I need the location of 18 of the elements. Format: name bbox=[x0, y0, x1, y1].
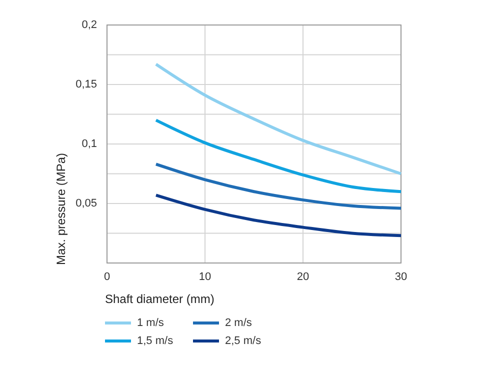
y-axis-title: Max. pressure (MPa) bbox=[54, 152, 68, 265]
x-tick-label: 0 bbox=[104, 271, 110, 283]
y-tick-label: 0,05 bbox=[76, 197, 97, 210]
legend-label: 1,5 m/s bbox=[137, 334, 174, 347]
y-tick-label: 0,2 bbox=[82, 18, 97, 31]
x-axis-title: Shaft diameter (mm) bbox=[105, 292, 214, 306]
x-tick-label: 20 bbox=[296, 271, 310, 283]
x-tick-label: 10 bbox=[198, 271, 212, 283]
legend-label: 1 m/s bbox=[137, 316, 164, 329]
y-tick-label: 0,15 bbox=[76, 78, 97, 90]
y-tick-label: 0,1 bbox=[82, 138, 97, 150]
line-series bbox=[154, 62, 402, 176]
line-series bbox=[154, 162, 402, 210]
line-series bbox=[154, 194, 402, 238]
line-series bbox=[154, 118, 402, 194]
legend-label: 2,5 m/s bbox=[225, 334, 262, 347]
x-tick-label: 30 bbox=[394, 271, 408, 283]
legend-label: 2 m/s bbox=[225, 316, 252, 329]
